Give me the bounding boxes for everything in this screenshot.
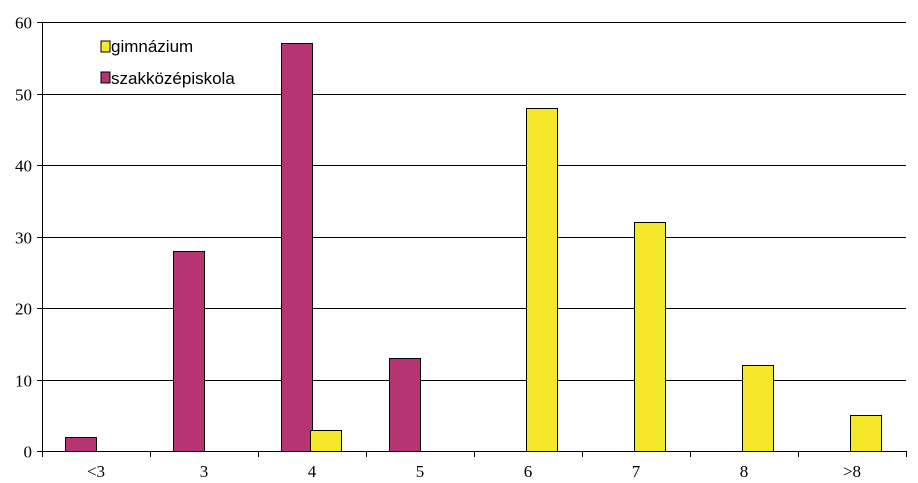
legend-swatch-szakkozepiskola bbox=[100, 71, 111, 84]
bar-gimnazium-4 bbox=[526, 108, 558, 452]
y-tick-label: 60 bbox=[15, 14, 32, 33]
x-tick-label: 5 bbox=[416, 462, 425, 481]
legend-label-gimnazium: gimnázium bbox=[111, 37, 193, 56]
legend: gimnázium szakközépiskola bbox=[100, 37, 235, 88]
x-tick-label: 7 bbox=[632, 462, 641, 481]
y-tick-label: 30 bbox=[15, 229, 32, 248]
y-tick-label: 10 bbox=[15, 372, 32, 391]
y-tick-label: 0 bbox=[24, 443, 33, 462]
bar-szakkozepiskola-0 bbox=[65, 437, 97, 452]
x-tick-label: 6 bbox=[524, 462, 533, 481]
bar-gimnazium-7 bbox=[850, 415, 882, 452]
x-tick-label: 8 bbox=[740, 462, 749, 481]
y-tick-label: 40 bbox=[15, 157, 32, 176]
legend-swatch-gimnazium bbox=[100, 40, 111, 53]
bar-gimnazium-5 bbox=[634, 222, 666, 452]
x-tick-label: 4 bbox=[308, 462, 317, 481]
y-tick-label: 20 bbox=[15, 300, 32, 319]
x-tick-label: >8 bbox=[843, 462, 861, 481]
bars bbox=[65, 43, 882, 452]
x-tick-label: 3 bbox=[200, 462, 209, 481]
x-tick-label: <3 bbox=[87, 462, 105, 481]
bar-szakkozepiskola-3 bbox=[389, 358, 421, 452]
bar-szakkozepiskola-2 bbox=[281, 43, 313, 452]
bar-gimnazium-6 bbox=[742, 365, 774, 452]
bar-szakkozepiskola-1 bbox=[173, 251, 205, 452]
legend-label-szakkozepiskola: szakközépiskola bbox=[111, 69, 235, 88]
bar-gimnazium-2 bbox=[310, 430, 342, 452]
y-tick-label: 50 bbox=[15, 86, 32, 105]
axes: 0 10 20 30 40 50 60 <3 3 4 5 6 7 8 >8 bbox=[15, 14, 907, 481]
